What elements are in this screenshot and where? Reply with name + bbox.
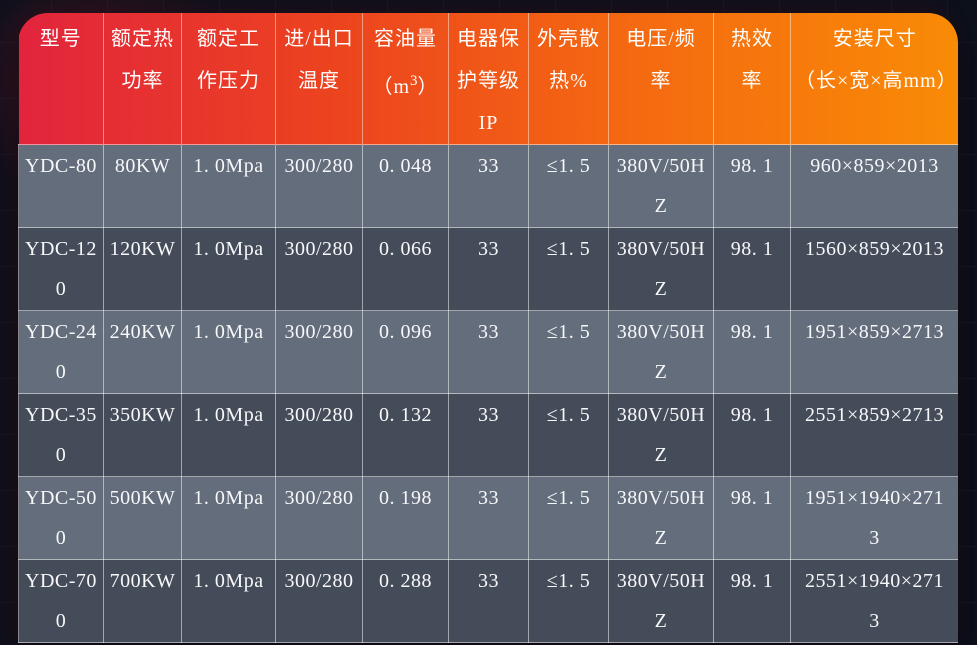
cell-rated-working-pressure: 1. 0Mpa	[181, 227, 276, 311]
table-row-ydc-700: YDC-70 0 700KW 1. 0Mpa 300/280 0. 288 33…	[18, 559, 958, 643]
cell-voltage-frequency: 380V/50H Z	[608, 310, 714, 394]
cell-voltage-frequency: 380V/50H Z	[608, 393, 714, 477]
cell-rated-thermal-power: 350KW	[103, 393, 182, 477]
cell-electrical-protection-grade: 33	[448, 393, 529, 477]
cell-voltage-frequency: 380V/50H Z	[608, 476, 714, 560]
col-header-thermal-efficiency: 热效 率	[713, 13, 791, 145]
cell-rated-working-pressure: 1. 0Mpa	[181, 476, 276, 560]
oil-capacity-label-close: ）	[417, 76, 439, 98]
cell-electrical-protection-grade: 33	[448, 227, 529, 311]
cell-shell-heat-dissipation: ≤1. 5	[528, 559, 609, 643]
oil-capacity-superscript: 3	[410, 73, 418, 89]
cell-installation-dimensions: 960×859×2013	[790, 144, 958, 228]
cell-oil-capacity: 0. 132	[362, 393, 449, 477]
col-header-rated-thermal-power: 额定热 功率	[103, 13, 182, 145]
cell-rated-working-pressure: 1. 0Mpa	[181, 144, 276, 228]
cell-thermal-efficiency: 98. 1	[713, 310, 791, 394]
col-header-shell-heat-dissipation: 外壳散 热%	[528, 13, 609, 145]
cell-rated-thermal-power: 500KW	[103, 476, 182, 560]
cell-rated-working-pressure: 1. 0Mpa	[181, 393, 276, 477]
col-header-electrical-protection-grade: 电器保 护等级 IP	[448, 13, 529, 145]
header-row: 型号 额定热 功率 额定工 作压力 进/出口 温度 容油量 （m3） 电器保 护…	[18, 13, 958, 145]
spec-table-container: 型号 额定热 功率 额定工 作压力 进/出口 温度 容油量 （m3） 电器保 护…	[18, 13, 958, 643]
table-row-ydc-120: YDC-12 0 120KW 1. 0Mpa 300/280 0. 066 33…	[18, 227, 958, 311]
oil-capacity-label: 容油量 （m	[372, 28, 437, 98]
cell-electrical-protection-grade: 33	[448, 476, 529, 560]
cell-thermal-efficiency: 98. 1	[713, 227, 791, 311]
cell-oil-capacity: 0. 198	[362, 476, 449, 560]
cell-rated-thermal-power: 240KW	[103, 310, 182, 394]
cell-inlet-outlet-temperature: 300/280	[275, 476, 363, 560]
table-row-ydc-350: YDC-35 0 350KW 1. 0Mpa 300/280 0. 132 33…	[18, 393, 958, 477]
cell-thermal-efficiency: 98. 1	[713, 393, 791, 477]
table-row-ydc-500: YDC-50 0 500KW 1. 0Mpa 300/280 0. 198 33…	[18, 476, 958, 560]
cell-oil-capacity: 0. 096	[362, 310, 449, 394]
cell-inlet-outlet-temperature: 300/280	[275, 393, 363, 477]
cell-shell-heat-dissipation: ≤1. 5	[528, 393, 609, 477]
col-header-oil-capacity: 容油量 （m3）	[362, 13, 449, 145]
cell-thermal-efficiency: 98. 1	[713, 559, 791, 643]
cell-electrical-protection-grade: 33	[448, 144, 529, 228]
cell-shell-heat-dissipation: ≤1. 5	[528, 310, 609, 394]
cell-electrical-protection-grade: 33	[448, 310, 529, 394]
cell-voltage-frequency: 380V/50H Z	[608, 144, 714, 228]
cell-shell-heat-dissipation: ≤1. 5	[528, 476, 609, 560]
col-header-rated-working-pressure: 额定工 作压力	[181, 13, 276, 145]
table-row-ydc-240: YDC-24 0 240KW 1. 0Mpa 300/280 0. 096 33…	[18, 310, 958, 394]
cell-oil-capacity: 0. 066	[362, 227, 449, 311]
cell-thermal-efficiency: 98. 1	[713, 144, 791, 228]
cell-shell-heat-dissipation: ≤1. 5	[528, 144, 609, 228]
table-header: 型号 额定热 功率 额定工 作压力 进/出口 温度 容油量 （m3） 电器保 护…	[18, 13, 958, 145]
cell-model: YDC-70 0	[18, 559, 104, 643]
cell-oil-capacity: 0. 288	[362, 559, 449, 643]
cell-rated-working-pressure: 1. 0Mpa	[181, 559, 276, 643]
cell-installation-dimensions: 1951×1940×271 3	[790, 476, 958, 560]
cell-thermal-efficiency: 98. 1	[713, 476, 791, 560]
cell-installation-dimensions: 2551×859×2713	[790, 393, 958, 477]
cell-oil-capacity: 0. 048	[362, 144, 449, 228]
cell-model: YDC-50 0	[18, 476, 104, 560]
cell-model: YDC-80	[18, 144, 104, 228]
cell-rated-working-pressure: 1. 0Mpa	[181, 310, 276, 394]
cell-inlet-outlet-temperature: 300/280	[275, 310, 363, 394]
cell-model: YDC-35 0	[18, 393, 104, 477]
cell-inlet-outlet-temperature: 300/280	[275, 144, 363, 228]
col-header-model: 型号	[39, 28, 82, 50]
cell-rated-thermal-power: 120KW	[103, 227, 182, 311]
cell-voltage-frequency: 380V/50H Z	[608, 559, 714, 643]
cell-rated-thermal-power: 80KW	[103, 144, 182, 228]
col-header-voltage-frequency: 电压/频 率	[608, 13, 714, 145]
cell-inlet-outlet-temperature: 300/280	[275, 227, 363, 311]
cell-installation-dimensions: 1560×859×2013	[790, 227, 958, 311]
cell-model: YDC-12 0	[18, 227, 104, 311]
col-header-inlet-outlet-temperature: 进/出口 温度	[275, 13, 363, 145]
col-header-installation-dimensions: 安装尺寸 （长×宽×高mm）	[790, 13, 958, 145]
cell-shell-heat-dissipation: ≤1. 5	[528, 227, 609, 311]
cell-electrical-protection-grade: 33	[448, 559, 529, 643]
cell-installation-dimensions: 2551×1940×271 3	[790, 559, 958, 643]
cell-rated-thermal-power: 700KW	[103, 559, 182, 643]
cell-voltage-frequency: 380V/50H Z	[608, 227, 714, 311]
cell-model: YDC-24 0	[18, 310, 104, 394]
table-body: YDC-80 80KW 1. 0Mpa 300/280 0. 048 33 ≤1…	[18, 144, 958, 643]
product-spec-table: 型号 额定热 功率 额定工 作压力 进/出口 温度 容油量 （m3） 电器保 护…	[18, 13, 958, 643]
cell-inlet-outlet-temperature: 300/280	[275, 559, 363, 643]
table-row-ydc-80: YDC-80 80KW 1. 0Mpa 300/280 0. 048 33 ≤1…	[18, 144, 958, 228]
cell-installation-dimensions: 1951×859×2713	[790, 310, 958, 394]
